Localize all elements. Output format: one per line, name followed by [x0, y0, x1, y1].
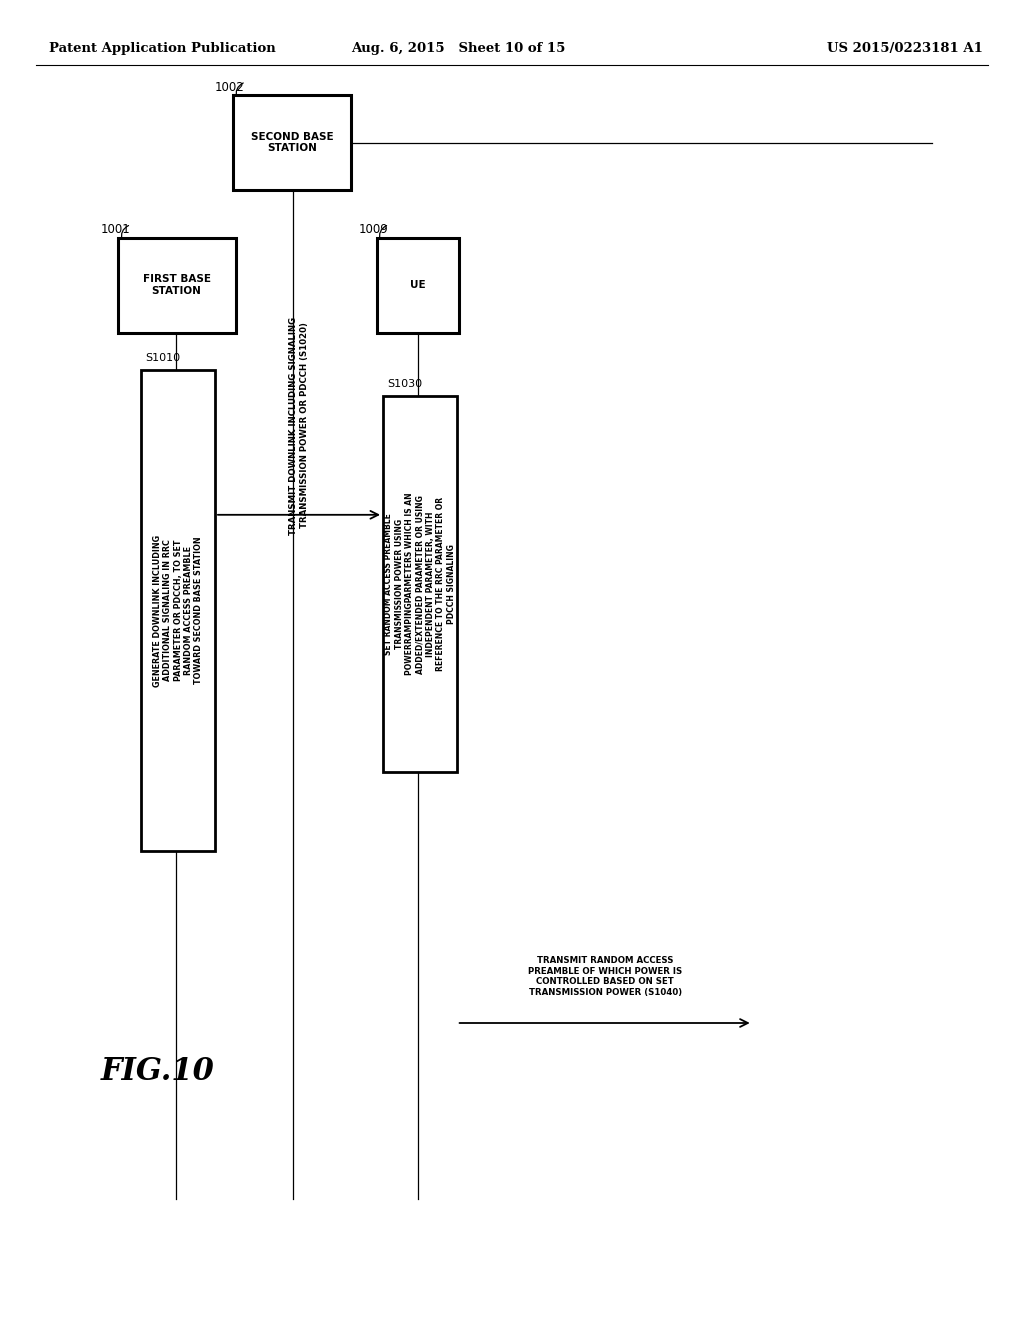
Bar [377, 238, 459, 333]
Bar [118, 238, 236, 333]
Text: TRANSMIT RANDOM ACCESS
PREAMBLE OF WHICH POWER IS
CONTROLLED BASED ON SET
TRANSM: TRANSMIT RANDOM ACCESS PREAMBLE OF WHICH… [528, 957, 682, 997]
Text: FIG.10: FIG.10 [100, 1056, 214, 1088]
Text: SECOND BASE
STATION: SECOND BASE STATION [251, 132, 334, 153]
Text: FIRST BASE
STATION: FIRST BASE STATION [142, 275, 211, 296]
Text: US 2015/0223181 A1: US 2015/0223181 A1 [827, 42, 983, 54]
Text: S1030: S1030 [387, 379, 422, 389]
Text: Patent Application Publication: Patent Application Publication [49, 42, 275, 54]
Bar [141, 370, 215, 851]
Text: UE: UE [410, 280, 426, 290]
Text: Aug. 6, 2015   Sheet 10 of 15: Aug. 6, 2015 Sheet 10 of 15 [351, 42, 566, 54]
Text: TRANSMIT DOWNLINK INCLUDING SIGNALING
TRANSMISSION POWER OR PDCCH (S1020): TRANSMIT DOWNLINK INCLUDING SIGNALING TR… [290, 317, 308, 535]
Text: 1002: 1002 [215, 81, 245, 94]
Text: S1010: S1010 [145, 352, 180, 363]
Bar [233, 95, 351, 190]
Text: 1009: 1009 [358, 223, 388, 236]
Text: GENERATE DOWNLINK INCLUDING
ADDITIONAL SIGNALING IN RRC
PARAMETER OR PDCCH, TO S: GENERATE DOWNLINK INCLUDING ADDITIONAL S… [153, 535, 204, 686]
Bar [383, 396, 457, 772]
Text: 1001: 1001 [100, 223, 130, 236]
Text: SET RANDOM ACCESS PREAMBLE
TRANSMISSION POWER USING
POWERRAMPINGPARMETERS WHICH : SET RANDOM ACCESS PREAMBLE TRANSMISSION … [384, 492, 456, 676]
